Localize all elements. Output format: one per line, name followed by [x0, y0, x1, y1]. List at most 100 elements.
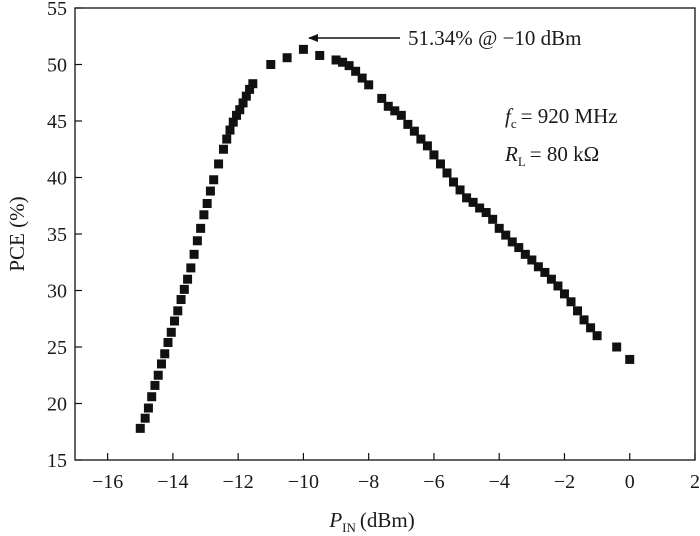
data-point: [455, 185, 465, 195]
x-tick-label: 2: [690, 471, 700, 493]
data-point: [192, 236, 202, 246]
data-point: [282, 53, 292, 63]
data-point: [179, 284, 189, 294]
data-point: [186, 263, 196, 273]
x-tick-label: −10: [288, 471, 319, 493]
y-tick-label: 50: [47, 55, 67, 77]
data-point: [449, 177, 459, 187]
rl-value: = 80 kΩ: [530, 142, 599, 166]
x-tick-label: −4: [489, 471, 510, 493]
plot-frame: [74, 7, 696, 461]
fc-value: = 920 MHz: [521, 104, 618, 128]
data-point: [533, 262, 543, 272]
data-point: [586, 323, 596, 333]
x-tick-label: −6: [423, 471, 444, 493]
y-axis-label: PCE (%): [5, 196, 29, 271]
data-point: [403, 119, 413, 129]
rl-symbol: R: [504, 142, 518, 166]
data-point: [199, 210, 209, 220]
data-point: [202, 198, 212, 208]
fc-subscript: c: [511, 116, 517, 131]
data-point: [160, 349, 170, 359]
data-point: [527, 255, 537, 265]
data-point: [390, 106, 400, 116]
data-point: [218, 144, 228, 154]
y-tick-label: 15: [47, 450, 67, 472]
data-point: [559, 289, 569, 299]
y-tick-label: 45: [47, 111, 67, 133]
data-point: [573, 306, 583, 316]
data-point: [196, 223, 206, 233]
x-axis-label: PIN (dBm): [328, 508, 414, 535]
x-tick-label: 0: [625, 471, 635, 493]
x-axis-label-main: P: [328, 508, 342, 532]
y-tick-label: 20: [47, 394, 67, 416]
data-point: [520, 249, 530, 259]
data-point: [238, 98, 248, 108]
data-point: [166, 327, 176, 337]
data-point: [135, 423, 145, 433]
data-point: [214, 159, 224, 169]
data-point: [481, 208, 491, 218]
data-point: [338, 57, 348, 67]
data-point: [150, 380, 160, 390]
data-point: [176, 295, 186, 305]
data-point: [298, 44, 308, 54]
data-point: [225, 125, 235, 135]
data-point: [435, 159, 445, 169]
fc-symbol: f: [505, 104, 514, 128]
data-point: [383, 101, 393, 111]
data-point: [232, 110, 242, 120]
rl-annotation: RL = 80 kΩ: [504, 142, 599, 169]
data-point: [462, 193, 472, 203]
axes: −16 −14 −12 −10 −8 −6 −4 −2 0 2 15 20 25 30 35 40 45 50 5…: [47, 0, 700, 493]
data-point: [189, 249, 199, 259]
data-point: [140, 413, 150, 423]
data-point: [579, 315, 589, 325]
y-tick-label: 40: [47, 168, 67, 190]
data-point: [183, 274, 193, 284]
data-point: [153, 370, 163, 380]
data-point: [170, 316, 180, 326]
data-point: [625, 354, 635, 364]
peak-annotation: 51.34% @ −10 dBm: [408, 26, 582, 50]
data-point: [351, 66, 361, 76]
x-axis-label-sub: IN: [342, 520, 356, 535]
data-point: [266, 60, 276, 69]
x-tick-label: −2: [554, 471, 575, 493]
data-point: [377, 93, 387, 103]
data-point: [475, 203, 485, 213]
data-point: [566, 297, 576, 307]
data-point: [222, 134, 232, 144]
data-point: [205, 186, 215, 196]
data-point: [163, 337, 173, 347]
x-tick-label: −16: [92, 471, 123, 493]
y-ticks: 15 20 25 30 35 40 45 50 55: [47, 0, 82, 472]
data-point: [396, 110, 406, 120]
data-point: [357, 73, 367, 83]
data-point: [143, 403, 153, 413]
data-point: [514, 243, 524, 253]
data-point: [209, 175, 219, 185]
x-axis-label-unit: (dBm): [360, 508, 415, 532]
x-tick-label: −8: [358, 471, 379, 493]
data-point: [248, 79, 258, 89]
data-point: [442, 168, 452, 178]
y-tick-label: 30: [47, 281, 67, 303]
data-point: [422, 141, 432, 151]
data-point: [553, 281, 563, 291]
data-point: [315, 50, 325, 60]
data-point: [546, 274, 556, 284]
data-point: [592, 331, 602, 341]
data-point: [364, 80, 374, 90]
data-point: [147, 392, 157, 402]
data-point: [235, 105, 245, 115]
data-point: [494, 223, 504, 233]
data-point: [612, 342, 622, 352]
data-point: [468, 197, 478, 207]
data-point: [501, 230, 511, 240]
fc-annotation: fc = 920 MHz: [505, 104, 618, 131]
rl-subscript: L: [518, 154, 526, 169]
data-point: [228, 117, 238, 127]
